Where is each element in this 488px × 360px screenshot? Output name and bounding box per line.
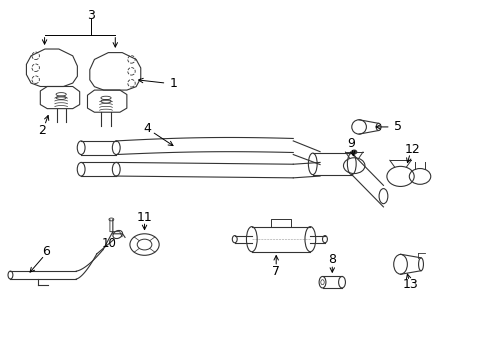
Circle shape bbox=[351, 150, 356, 154]
Text: 7: 7 bbox=[272, 265, 280, 278]
Text: 12: 12 bbox=[404, 143, 420, 156]
Text: 10: 10 bbox=[102, 237, 116, 250]
Text: 8: 8 bbox=[327, 253, 336, 266]
Text: 6: 6 bbox=[42, 245, 50, 258]
Text: 4: 4 bbox=[143, 122, 151, 135]
Text: 9: 9 bbox=[346, 137, 354, 150]
Text: 11: 11 bbox=[136, 211, 152, 224]
Text: 13: 13 bbox=[402, 278, 417, 291]
Text: 2: 2 bbox=[38, 124, 46, 137]
Text: 1: 1 bbox=[169, 77, 177, 90]
Text: 5: 5 bbox=[393, 121, 401, 134]
Text: 3: 3 bbox=[87, 9, 95, 22]
